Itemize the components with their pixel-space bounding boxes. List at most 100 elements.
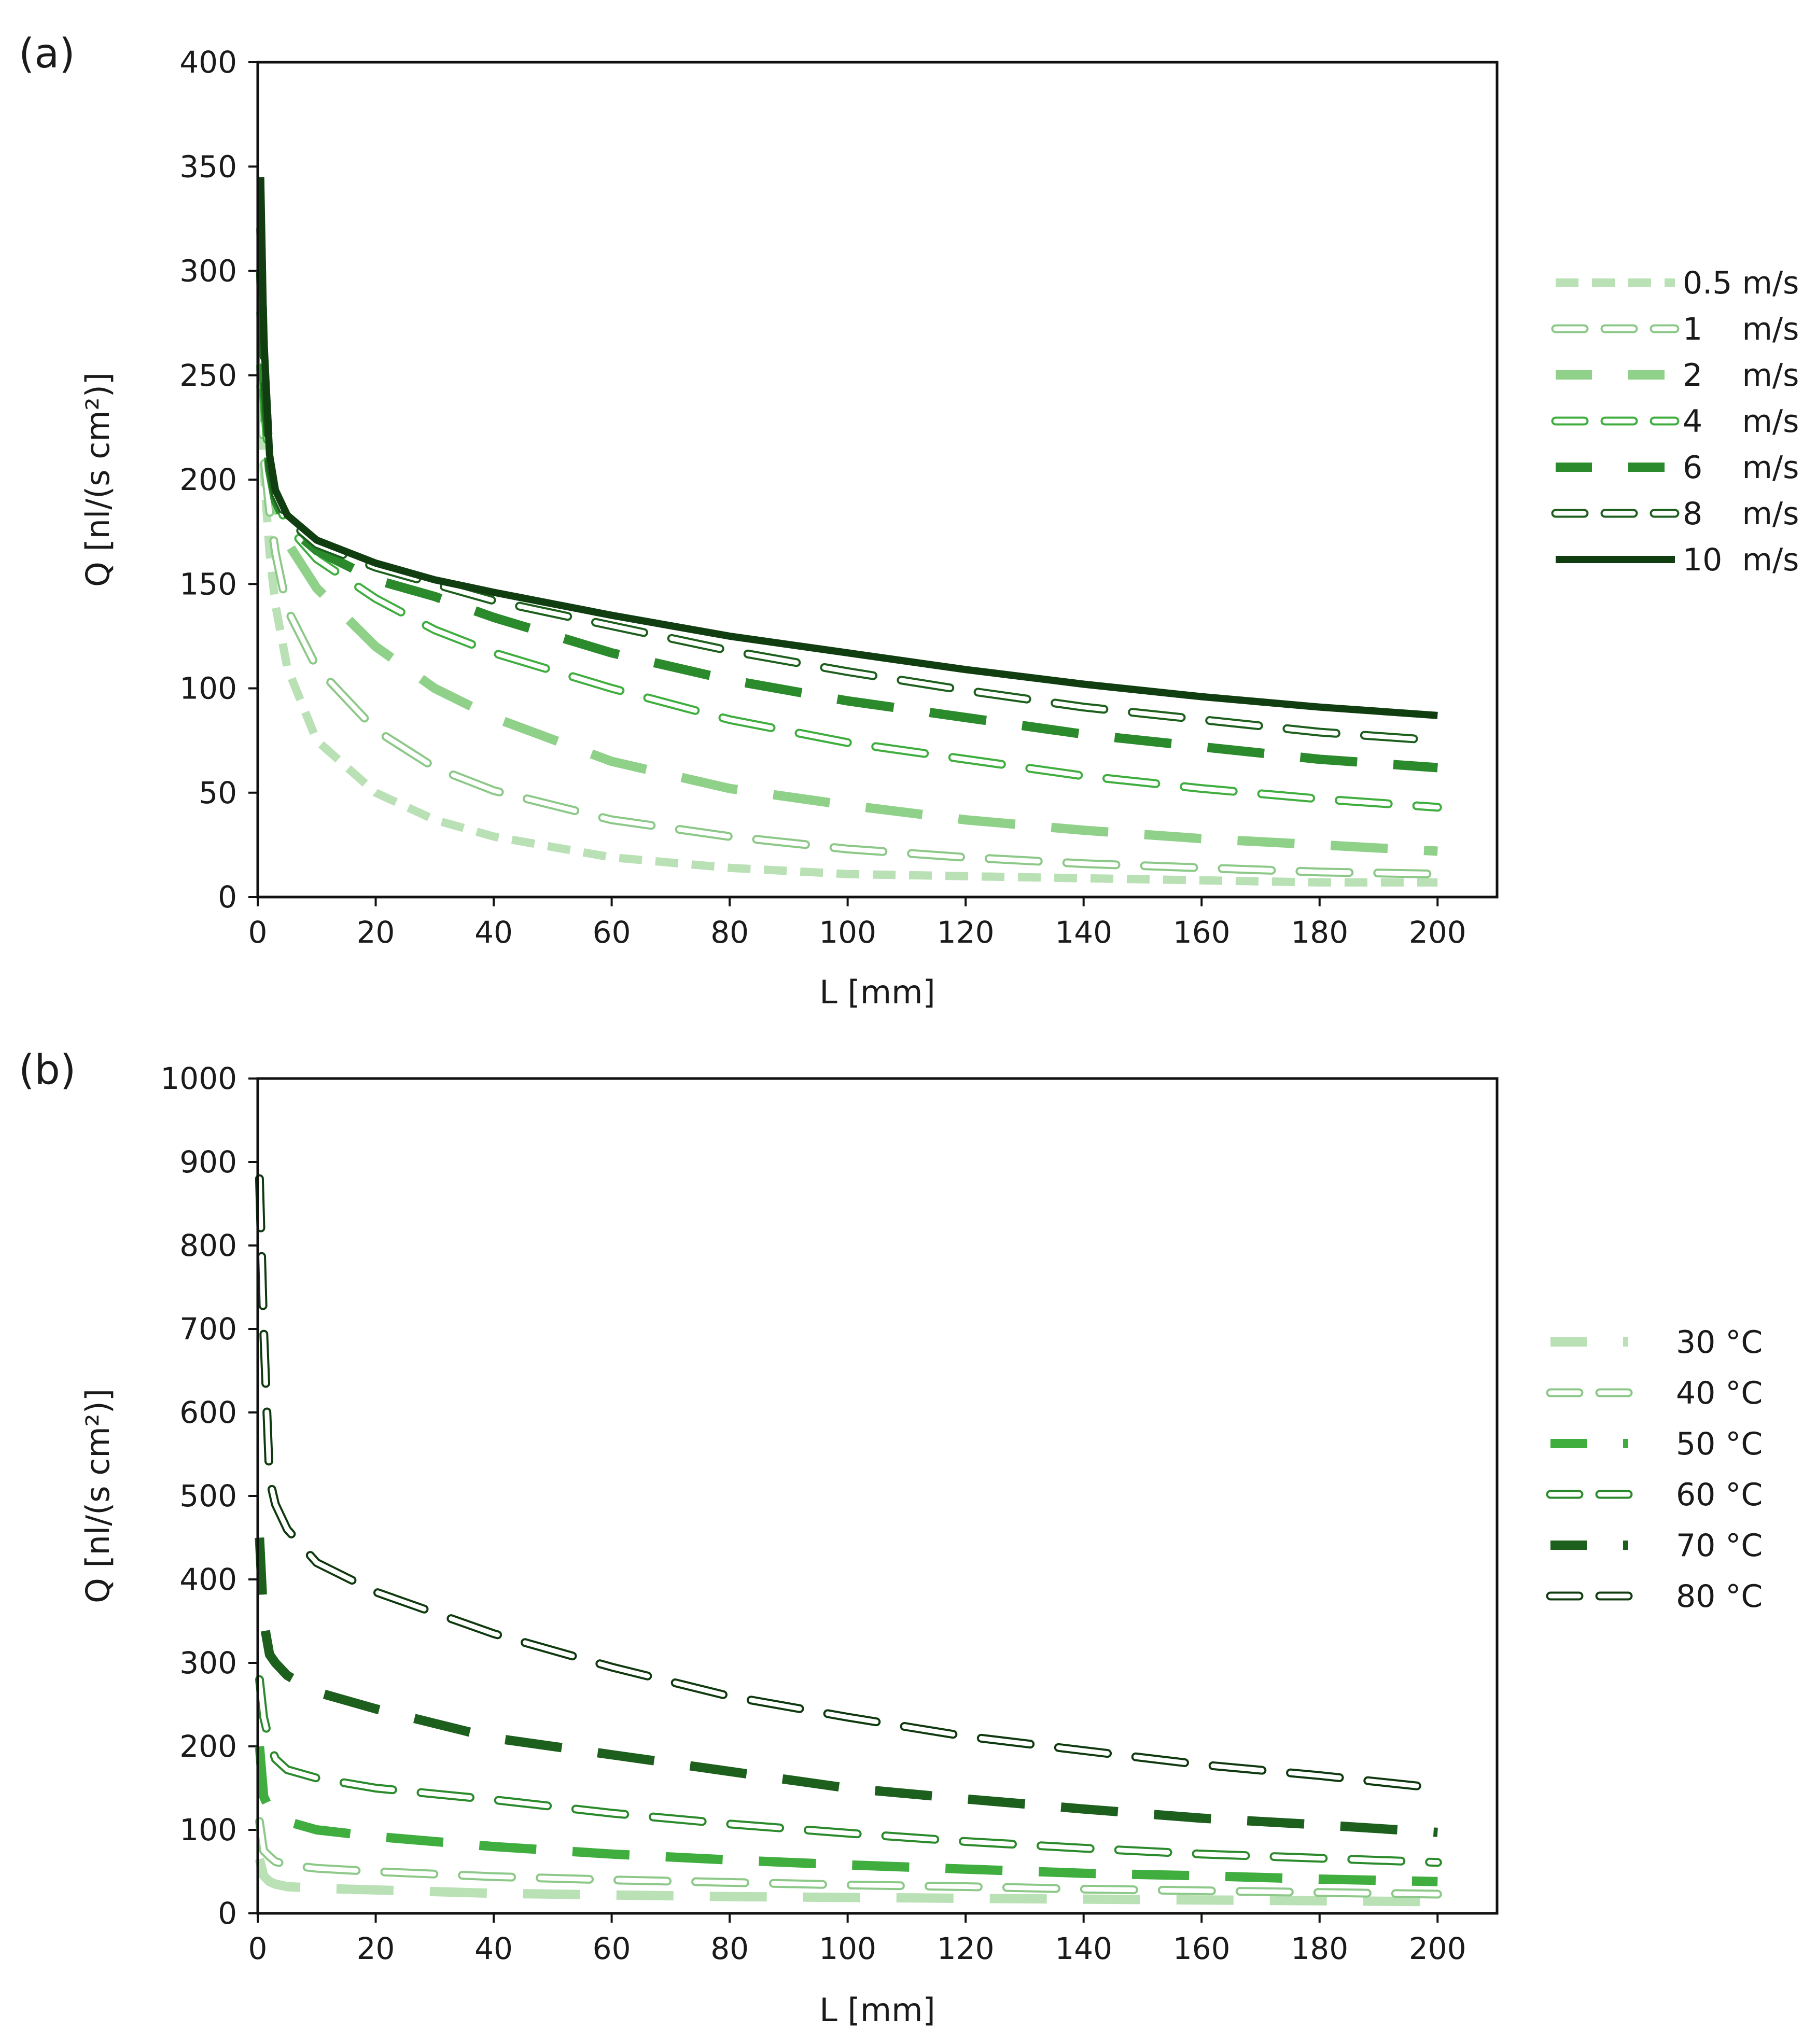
legend-item: 40 °C [1546,1375,1763,1411]
y-tick-label: 900 [179,1144,237,1180]
chart-b-ticks: 0 20 40 60 80 100 120 140 160 180 200 0 100 200 300 400… [160,1061,1466,1966]
legend-label: 60 °C [1676,1477,1763,1513]
chart-b-series [255,1174,1442,1907]
y-tick-label: 50 [199,775,237,810]
x-tick-label: 140 [1055,1931,1112,1966]
y-tick-label: 200 [179,462,237,497]
series-line [257,177,1438,719]
chart-a-series [256,177,1442,887]
series-line [255,1174,1442,1793]
legend-label: 40 °C [1676,1375,1763,1411]
series-line-inner [257,1677,1440,1865]
y-tick-label: 600 [179,1395,237,1430]
x-tick-label: 180 [1291,915,1348,950]
series-line [256,308,1442,812]
x-tick-label: 40 [474,915,513,950]
x-tick-label: 60 [593,915,631,950]
legend-label: 70 °C [1676,1528,1763,1564]
series-line-inner [258,383,1440,877]
series-line-inner [258,227,1440,743]
chart-b-legend: 30 °C 40 °C 50 °C 60 °C 70 °C 80 °C [1546,1324,1763,1615]
y-tick-label: 350 [179,149,237,184]
x-tick-label: 160 [1173,1931,1231,1966]
legend-label: 50 °C [1676,1426,1763,1462]
series-b-3 [255,1746,1438,1886]
x-tick-label: 180 [1291,1931,1348,1966]
x-tick-label: 20 [357,1931,395,1966]
y-tick-label: 1000 [160,1061,237,1096]
series-a-3 [256,365,1438,856]
y-tick-label: 400 [179,1562,237,1597]
chart-a-ticks: 0 20 40 60 80 100 120 140 160 180 200 0 50 100 150 200 2… [179,45,1466,950]
y-tick-label: 300 [179,254,237,289]
legend-item: 6 m/s [1556,450,1799,486]
chart-b-xlabel: L [mm] [819,1991,935,2029]
series-line [255,1858,1438,1907]
legend-label: 10 m/s [1683,542,1799,578]
series-line [255,1537,1438,1837]
series-line [255,1746,1438,1886]
series-line [256,225,1442,745]
y-tick-label: 500 [179,1478,237,1514]
legend-label: 30 °C [1676,1324,1763,1361]
y-tick-label: 150 [179,566,237,601]
x-tick-label: 120 [937,915,995,950]
chart-b-plot-frame [256,1077,1499,1915]
y-tick-label: 300 [179,1645,237,1681]
series-b-5 [255,1537,1438,1837]
series-a-6 [256,225,1442,745]
legend-item: 0.5 m/s [1556,265,1799,301]
series-line-inner [257,1819,1440,1897]
x-tick-label: 0 [248,915,268,950]
series-b-4 [255,1675,1442,1867]
legend-label: 8 m/s [1683,496,1799,532]
y-tick-label: 100 [179,671,237,706]
chart-a-legend: 0.5 m/s 1 m/s 2 m/s 4 m/s 6 m/s 8 m/s 10 m/s [1551,265,1799,578]
legend-item: 10 m/s [1556,542,1799,578]
legend-item: 60 °C [1546,1477,1763,1513]
series-a-4 [256,308,1442,812]
y-tick-label: 0 [218,879,237,915]
series-line [256,365,1438,856]
legend-label: 6 m/s [1683,450,1799,486]
legend-label: 2 m/s [1683,357,1799,394]
x-tick-label: 20 [357,915,395,950]
series-line-inner [257,1176,1440,1790]
x-tick-label: 120 [937,1931,995,1966]
x-tick-label: 200 [1409,1931,1466,1966]
legend-item: 70 °C [1550,1528,1763,1564]
chart-b-ylabel: Q [nl/(s cm²)] [79,1389,117,1603]
x-tick-label: 200 [1409,915,1466,950]
legend-label: 4 m/s [1683,403,1799,440]
series-line [256,354,1438,887]
x-tick-label: 100 [819,1931,876,1966]
legend-item: 30 °C [1550,1324,1763,1361]
x-tick-label: 140 [1055,915,1112,950]
legend-item: 1 m/s [1551,311,1799,347]
series-b-2 [255,1817,1442,1899]
series-b-6 [255,1174,1442,1793]
x-tick-label: 60 [593,1931,631,1966]
legend-label: 80 °C [1676,1578,1763,1615]
series-b-1 [255,1858,1438,1907]
legend-label: 1 m/s [1683,311,1799,347]
y-tick-label: 400 [179,45,237,80]
chart-a-plot-frame [256,61,1499,899]
panel-label-b: (b) [19,1047,76,1094]
y-tick-label: 0 [218,1896,237,1931]
panel-a: (a) 0 20 40 60 80 100 120 140 160 180 200 0 50 100 150… [19,31,1799,1011]
y-tick-label: 100 [179,1812,237,1847]
legend-label: 0.5 m/s [1683,265,1799,301]
series-line-inner [258,310,1440,810]
x-tick-label: 160 [1173,915,1231,950]
series-a-1 [256,354,1438,887]
x-tick-label: 0 [248,1931,268,1966]
legend-item: 8 m/s [1551,496,1799,532]
y-tick-label: 700 [179,1311,237,1347]
y-tick-label: 250 [179,358,237,393]
legend-item: 4 m/s [1551,403,1799,440]
x-tick-label: 80 [710,915,749,950]
chart-a-ylabel: Q [nl/(s cm²)] [79,372,117,587]
legend-item: 80 °C [1546,1578,1763,1615]
